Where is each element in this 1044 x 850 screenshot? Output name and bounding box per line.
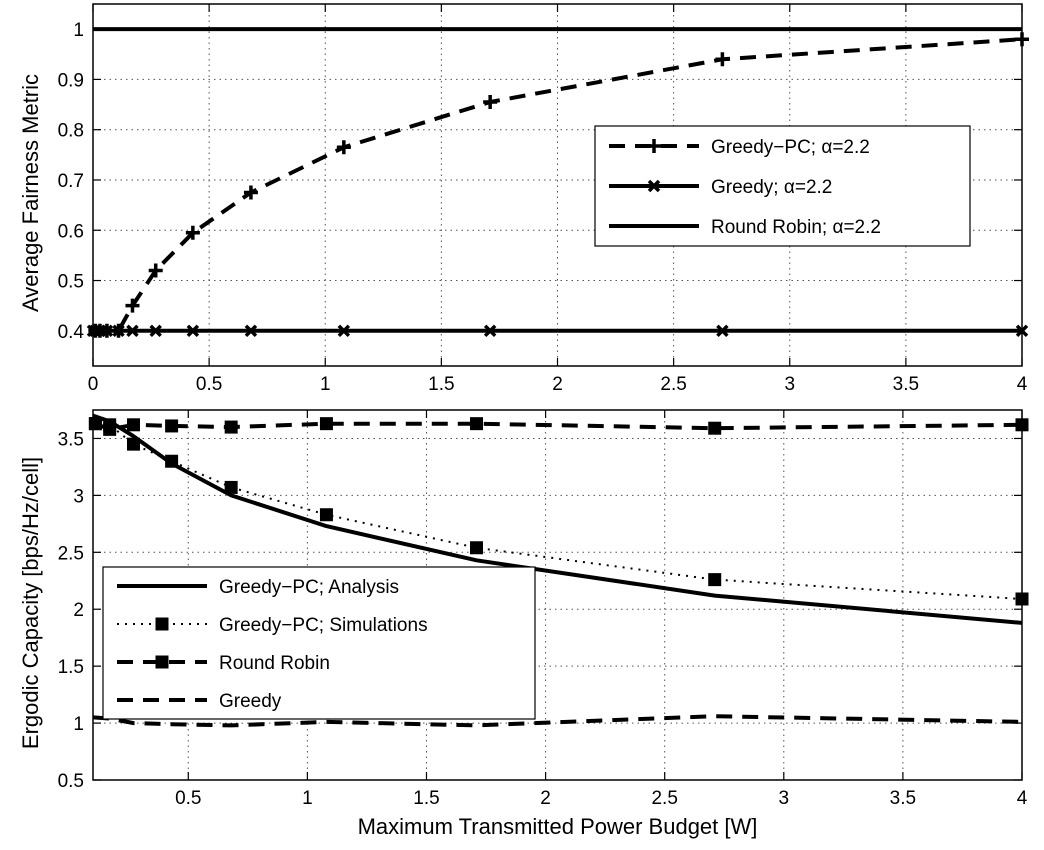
capacity-x-tick-label: 4 [1017, 788, 1028, 809]
capacity-y-tick-label: 2.5 [58, 543, 84, 564]
fairness-data-point-greedy-2-2 [244, 324, 258, 338]
capacity-data-point-greedy-pc-simulations [126, 437, 140, 451]
fairness-y-axis-label: Average Fairness Metric [18, 74, 43, 312]
capacity-x-tick-label: 3.5 [890, 788, 916, 809]
fairness-data-point-greedy-pc-2-2 [125, 298, 140, 313]
fairness-legend-label-greedy-2-2: Greedy; α=2.2 [711, 177, 832, 198]
fairness-x-tick-label: 2 [552, 374, 563, 395]
capacity-legend-box [102, 566, 536, 720]
fairness-data-point-greedy-2-2 [186, 324, 200, 338]
fairness-x-tick-label: 1 [320, 374, 331, 395]
capacity-data-point-greedy-pc-simulations [470, 541, 484, 555]
capacity-legend-marker-greedy-pc-simulations [155, 617, 169, 631]
capacity-data-point-round-robin [470, 417, 484, 431]
capacity-data-point-round-robin [103, 422, 117, 436]
capacity-data-point-round-robin [708, 421, 722, 435]
capacity-series-line-greedy-pc-analysis [92, 413, 1023, 625]
capacity-legend-label-greedy-pc-simulations: Greedy−PC; Simulations [219, 615, 428, 636]
fairness-x-tick-label: 4 [1017, 374, 1028, 395]
capacity-y-tick-label: 1 [73, 714, 84, 735]
capacity-data-point-round-robin [165, 419, 179, 433]
fairness-data-point-greedy-pc-2-2 [336, 140, 351, 155]
fairness-data-point-greedy-pc-2-2 [243, 185, 258, 200]
fairness-data-point-greedy-2-2 [126, 324, 139, 338]
fairness-y-tick-label: 0.7 [58, 171, 84, 192]
capacity-x-tick-label: 2.5 [651, 788, 677, 809]
capacity-x-tick-label: 2 [540, 788, 551, 809]
capacity-y-tick-label: 1.5 [58, 657, 84, 678]
fairness-y-tick-label: 0.6 [58, 221, 84, 242]
fairness-x-tick-label: 0.5 [196, 374, 222, 395]
fairness-x-tick-label: 2.5 [660, 374, 686, 395]
fairness-data-point-greedy-2-2 [716, 324, 729, 338]
fairness-data-point-greedy-2-2 [337, 324, 351, 338]
fairness-data-point-greedy-2-2 [100, 324, 114, 338]
fairness-data-point-greedy-2-2 [149, 324, 162, 338]
capacity-panel: 0.5 1 1.5 2 2.5 3 3.5 4 0.5 1 1.5 2 2.5 3 3.5 Ergodic … [18, 409, 1029, 839]
capacity-data-point-round-robin [224, 420, 238, 434]
capacity-data-point-greedy-pc-simulations [224, 480, 238, 494]
capacity-y-tick-label: 0.5 [58, 771, 84, 792]
capacity-y-tick-label: 2 [73, 600, 84, 621]
fairness-y-tick-label: 1 [73, 20, 84, 41]
capacity-legend-marker-round-robin [155, 655, 169, 669]
capacity-x-tick-label: 1 [302, 788, 313, 809]
fairness-legend-marker-greedy-pc-2-2 [647, 139, 661, 153]
capacity-y-axis-label: Ergodic Capacity [bps/Hz/cell] [18, 457, 43, 749]
fairness-y-tick-label: 0.4 [58, 322, 85, 343]
capacity-y-tick-label: 3 [73, 486, 84, 507]
fairness-panel: 0 0.5 1 1.5 2 2.5 3 3.5 4 0.4 0.5 0.6 0.7 0.8 0.9 1 Ave… [18, 3, 1029, 395]
fairness-legend-marker-greedy-2-2 [647, 179, 661, 193]
capacity-data-point-greedy-pc-simulations [319, 508, 333, 522]
fairness-data-point-greedy-2-2 [483, 324, 497, 338]
capacity-x-axis-label: Maximum Transmitted Power Budget [W] [358, 814, 758, 839]
fairness-data-point-greedy-pc-2-2 [185, 225, 200, 240]
capacity-legend-label-round-robin: Round Robin [219, 653, 330, 674]
capacity-y-tick-label: 3.5 [58, 429, 84, 450]
capacity-data-point-round-robin [319, 417, 333, 431]
capacity-data-point-greedy-pc-simulations [165, 454, 179, 468]
capacity-data-point-greedy-pc-simulations [708, 573, 722, 587]
capacity-data-point-round-robin [126, 418, 140, 432]
fairness-x-tick-label: 1.5 [428, 374, 454, 395]
capacity-x-tick-label: 3 [779, 788, 790, 809]
fairness-data-point-greedy-pc-2-2 [483, 95, 498, 110]
capacity-x-tick-label: 1.5 [413, 788, 439, 809]
capacity-series-line-greedy [92, 714, 1023, 728]
fairness-x-tick-label: 3.5 [893, 374, 919, 395]
capacity-plot-frame [92, 409, 1023, 781]
capacity-series-line-greedy-pc-simulations [95, 422, 1023, 600]
capacity-data-point-round-robin [88, 417, 102, 431]
capacity-legend-label-greedy: Greedy [219, 691, 282, 712]
fairness-legend-label-round-robin-2-2: Round Robin; α=2.2 [711, 217, 881, 238]
fairness-data-point-greedy-pc-2-2 [715, 52, 730, 67]
fairness-x-tick-label: 3 [784, 374, 795, 395]
fairness-legend-label-greedy-pc-2-2: Greedy−PC; α=2.2 [711, 137, 870, 158]
capacity-x-tick-label: 0.5 [175, 788, 201, 809]
fairness-y-tick-label: 0.9 [58, 70, 84, 91]
capacity-legend-label-greedy-pc-analysis: Greedy−PC; Analysis [219, 577, 399, 598]
fairness-x-tick-label: 0 [88, 374, 99, 395]
fairness-y-tick-label: 0.5 [58, 272, 84, 293]
fairness-y-tick-label: 0.8 [58, 121, 84, 142]
fairness-data-point-greedy-2-2 [112, 324, 125, 338]
fairness-data-point-greedy-pc-2-2 [148, 263, 163, 278]
